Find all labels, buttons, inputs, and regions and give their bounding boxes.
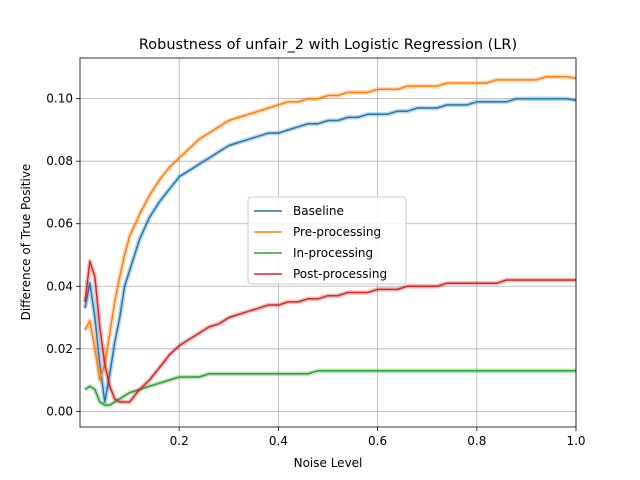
series-line-baseline (84, 97, 577, 403)
x-axis-label: Noise Level (294, 456, 363, 470)
series-line-pre-processing (84, 76, 577, 381)
y-tick-label: 0.04 (46, 279, 73, 293)
x-tick-label: 0.2 (170, 434, 189, 448)
legend-label-in-processing: In-processing (293, 246, 373, 260)
x-tick-label: 1.0 (566, 434, 585, 448)
series-line-post-processing (84, 260, 576, 403)
y-tick-label: 0.02 (46, 342, 73, 356)
y-tick-label: 0.10 (46, 92, 73, 106)
y-tick-label: 0.06 (46, 217, 73, 231)
x-tick-label: 0.4 (269, 434, 288, 448)
chart-title: Robustness of unfair_2 with Logistic Reg… (139, 37, 517, 53)
x-axis-ticks: 0.2 0.4 0.6 0.8 1.0 (170, 427, 586, 448)
series-lines (82, 74, 577, 408)
y-axis-label: Difference of True Positive (19, 164, 33, 321)
series-line-in-processing (84, 369, 576, 406)
legend-box (247, 196, 407, 285)
legend-label-baseline: Baseline (293, 204, 344, 218)
x-tick-label: 0.6 (368, 434, 387, 448)
plot-frame (79, 57, 577, 428)
legend-label-pre-processing: Pre-processing (293, 225, 381, 239)
legend: Baseline Pre-processing In-processing Post-… (247, 196, 407, 285)
y-tick-label: 0.00 (46, 404, 73, 418)
y-tick-label: 0.08 (46, 154, 73, 168)
y-axis-ticks: 0.00 0.02 0.04 0.06 0.08 0.10 (46, 92, 80, 418)
x-tick-label: 0.8 (467, 434, 486, 448)
legend-label-post-processing: Post-processing (293, 267, 387, 281)
